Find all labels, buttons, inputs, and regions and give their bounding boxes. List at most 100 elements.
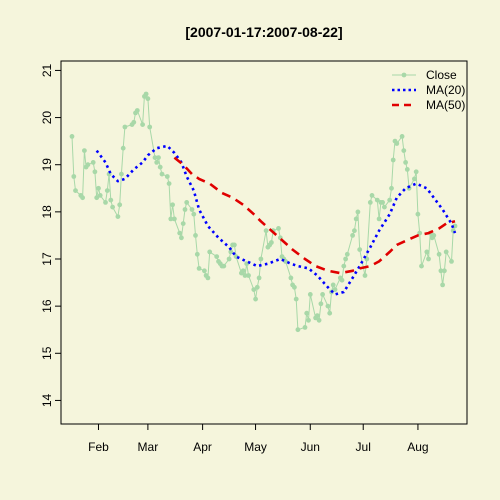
close-point — [253, 296, 258, 302]
close-point — [80, 195, 85, 201]
close-point — [401, 148, 407, 154]
close-point — [193, 233, 198, 238]
close-point — [131, 119, 137, 125]
series-layer — [69, 91, 458, 333]
close-point — [147, 124, 153, 130]
close-point — [157, 164, 163, 170]
close-point — [189, 207, 195, 212]
close-point — [205, 275, 211, 281]
close-point — [254, 284, 260, 290]
close-point — [327, 310, 333, 316]
close-point — [164, 174, 170, 179]
close-point — [172, 216, 177, 222]
close-point — [343, 256, 348, 262]
x-tick-label: Aug — [407, 440, 428, 454]
close-point — [320, 292, 325, 297]
series-line-ma-50 — [173, 156, 456, 275]
close-point — [419, 263, 424, 269]
close-point — [69, 134, 75, 139]
close-point — [269, 240, 274, 245]
close-point — [426, 256, 431, 262]
close-point — [103, 200, 108, 205]
close-point — [134, 108, 140, 113]
close-point — [184, 200, 190, 205]
close-point — [82, 148, 87, 154]
close-point — [288, 275, 294, 281]
close-point — [152, 155, 158, 161]
close-point — [314, 313, 320, 318]
x-tick-label: Mar — [138, 440, 159, 454]
close-point — [242, 273, 248, 278]
legend-label: MA(50) — [426, 98, 465, 112]
close-point — [394, 141, 400, 146]
close-point — [110, 204, 115, 210]
close-point — [196, 266, 202, 271]
y-tick-label: 21 — [40, 63, 54, 77]
close-point — [442, 268, 447, 274]
y-axis: 14 15 16 17 18 19 20 21 — [40, 63, 61, 407]
close-point — [362, 273, 368, 278]
close-point — [355, 209, 361, 215]
close-point — [156, 155, 161, 161]
close-point — [115, 214, 121, 220]
close-point — [357, 247, 363, 253]
close-point — [191, 211, 197, 217]
close-point — [413, 169, 419, 175]
y-tick-label: 16 — [40, 299, 54, 313]
y-tick-label: 15 — [40, 346, 54, 360]
close-point — [325, 303, 331, 309]
close-point — [251, 287, 257, 292]
close-point — [449, 259, 454, 264]
close-point — [202, 268, 207, 274]
close-point — [431, 233, 437, 238]
close-point — [292, 284, 297, 290]
close-point — [119, 171, 124, 177]
close-point — [90, 160, 96, 165]
x-tick-label: Jul — [356, 440, 371, 454]
close-point — [145, 96, 151, 102]
close-point — [120, 145, 126, 151]
close-point — [330, 282, 336, 288]
close-point — [304, 310, 310, 316]
close-point — [228, 249, 234, 255]
close-point — [258, 256, 264, 262]
close-point — [246, 273, 251, 278]
close-point — [226, 256, 232, 262]
close-point — [180, 221, 186, 227]
close-point — [140, 122, 146, 127]
x-tick-label: Apr — [193, 440, 212, 454]
close-point — [436, 251, 442, 257]
close-point — [143, 91, 149, 97]
close-point — [295, 327, 301, 333]
close-point — [276, 226, 281, 231]
close-point — [71, 174, 77, 179]
close-point — [367, 200, 373, 205]
y-tick-label: 18 — [40, 205, 54, 219]
plot-frame — [60, 60, 468, 425]
x-tick-label: May — [244, 440, 267, 454]
x-axis: Feb Mar Apr May Jun Jul Aug — [88, 424, 429, 454]
close-point — [318, 301, 324, 307]
close-point — [412, 176, 417, 182]
close-point — [159, 171, 165, 177]
legend-label: Close — [426, 68, 457, 82]
y-tick-label: 19 — [40, 158, 54, 172]
close-point — [390, 157, 396, 163]
close-point — [302, 325, 308, 330]
close-point — [256, 275, 262, 281]
close-point — [341, 263, 347, 269]
close-point — [316, 317, 322, 323]
close-point — [403, 160, 408, 165]
close-point — [170, 202, 176, 208]
close-point — [415, 211, 421, 217]
close-point — [85, 162, 91, 168]
close-point — [389, 185, 394, 191]
close-point — [350, 233, 355, 238]
close-point — [332, 287, 338, 292]
close-point — [339, 277, 345, 283]
close-point — [440, 282, 445, 288]
close-point — [94, 195, 100, 201]
close-point — [369, 193, 375, 198]
